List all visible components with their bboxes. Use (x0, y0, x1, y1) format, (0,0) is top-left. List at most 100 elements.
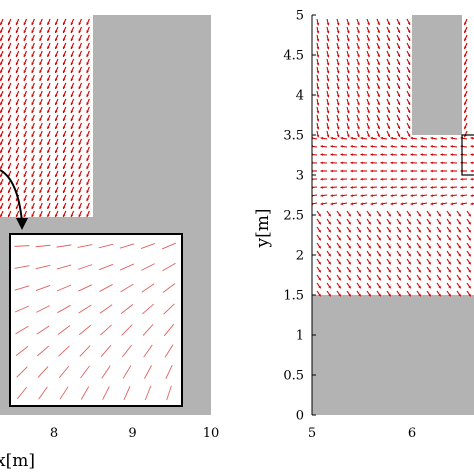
left-arrow-field (0, 18, 90, 218)
right-arrow (316, 106, 320, 114)
right-arrow (356, 226, 362, 233)
right-arrow (336, 82, 340, 90)
right-arrow (356, 266, 362, 273)
inset-line (100, 345, 112, 357)
right-arrow (366, 258, 372, 265)
inset-line (144, 365, 152, 379)
right-arrow (396, 226, 402, 233)
right-arrow (360, 194, 368, 197)
left-arrow (86, 194, 90, 202)
left-arrow (54, 210, 59, 218)
right-arrow (326, 98, 330, 106)
right-arrow (396, 74, 401, 82)
left-arrow (31, 146, 35, 154)
left-arrow (39, 50, 43, 58)
right-arrow (346, 122, 350, 130)
right-arrow (366, 210, 372, 217)
right-arrow (386, 218, 392, 225)
right-arrow (360, 186, 368, 189)
right-arrow (346, 282, 352, 289)
left-arrow (15, 42, 20, 50)
right-arrow (370, 194, 378, 197)
left-arrow (47, 146, 51, 154)
left-arrow (78, 42, 82, 50)
free-cell-3 (462, 255, 474, 295)
right-arrow (346, 66, 350, 74)
left-arrow (86, 122, 90, 130)
left-arrow (86, 98, 90, 106)
right-arrow (360, 202, 368, 206)
right-arrow (320, 161, 328, 165)
right-arrow (416, 282, 422, 289)
left-arrow (23, 194, 28, 202)
right-arrow (410, 161, 418, 165)
left-arrow (39, 138, 43, 146)
right-arrow (360, 145, 368, 148)
right-arrow (466, 242, 472, 249)
left-arrow (7, 130, 12, 138)
left-quiver-panel: 8 9 10 x[m] (0, 15, 219, 471)
left-arrow (62, 26, 67, 34)
left-arrow (54, 194, 59, 202)
right-arrow (336, 258, 342, 265)
left-arrow (78, 82, 82, 90)
right-arrow (466, 282, 472, 289)
right-arrow (366, 106, 370, 114)
inset-line (38, 386, 48, 400)
right-arrow (460, 186, 468, 189)
inset-line (14, 305, 30, 313)
left-arrow (86, 130, 90, 138)
right-arrow (336, 90, 340, 98)
inset-line (36, 325, 50, 335)
left-arrow (78, 186, 82, 194)
right-arrow (406, 106, 411, 114)
left-arrow (15, 106, 20, 114)
left-arrow (0, 194, 4, 202)
left-arrow (62, 154, 67, 162)
right-arrow (380, 177, 388, 181)
right-arrow (370, 161, 378, 165)
inset-line (122, 344, 132, 358)
right-arrow (390, 177, 398, 181)
right-arrow (406, 114, 411, 122)
left-arrow (23, 50, 28, 58)
y-tick-label: 1.5 (283, 289, 304, 304)
right-arrow (450, 169, 457, 173)
left-arrow (0, 146, 4, 154)
zoom-inset (9, 233, 183, 407)
right-arrow (386, 210, 392, 217)
left-arrow (86, 74, 90, 82)
right-arrow (370, 177, 378, 181)
y-tick-label: 3 (296, 169, 304, 184)
right-arrow (406, 34, 411, 42)
right-arrow (416, 242, 422, 249)
left-arrow (39, 58, 43, 66)
right-arrow (366, 122, 370, 130)
left-arrow (23, 170, 28, 178)
left-arrow (7, 210, 12, 218)
left-arrow (0, 82, 4, 90)
right-arrow (356, 106, 360, 114)
inset-streamlines (14, 242, 177, 401)
left-arrow (39, 178, 43, 186)
right-arrow (386, 34, 391, 42)
left-arrow (15, 130, 20, 138)
left-arrow (54, 26, 59, 34)
inset-line (102, 386, 110, 400)
right-arrow (406, 18, 411, 26)
left-arrow (0, 74, 4, 82)
right-arrow (376, 114, 381, 122)
right-arrow (436, 290, 442, 297)
left-arrow (23, 154, 28, 162)
right-arrow (463, 26, 468, 34)
right-arrow (376, 18, 381, 26)
right-arrow (346, 218, 352, 225)
inset-line (142, 303, 154, 315)
inset-frame (9, 233, 183, 407)
left-arrow (47, 162, 51, 170)
left-arrow (62, 18, 67, 26)
left-arrow (23, 26, 28, 34)
right-arrow (356, 282, 362, 289)
left-arrow (39, 106, 43, 114)
right-arrow (366, 282, 372, 289)
